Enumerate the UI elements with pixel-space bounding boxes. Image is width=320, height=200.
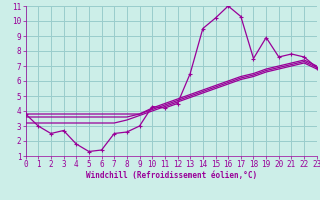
- X-axis label: Windchill (Refroidissement éolien,°C): Windchill (Refroidissement éolien,°C): [86, 171, 257, 180]
